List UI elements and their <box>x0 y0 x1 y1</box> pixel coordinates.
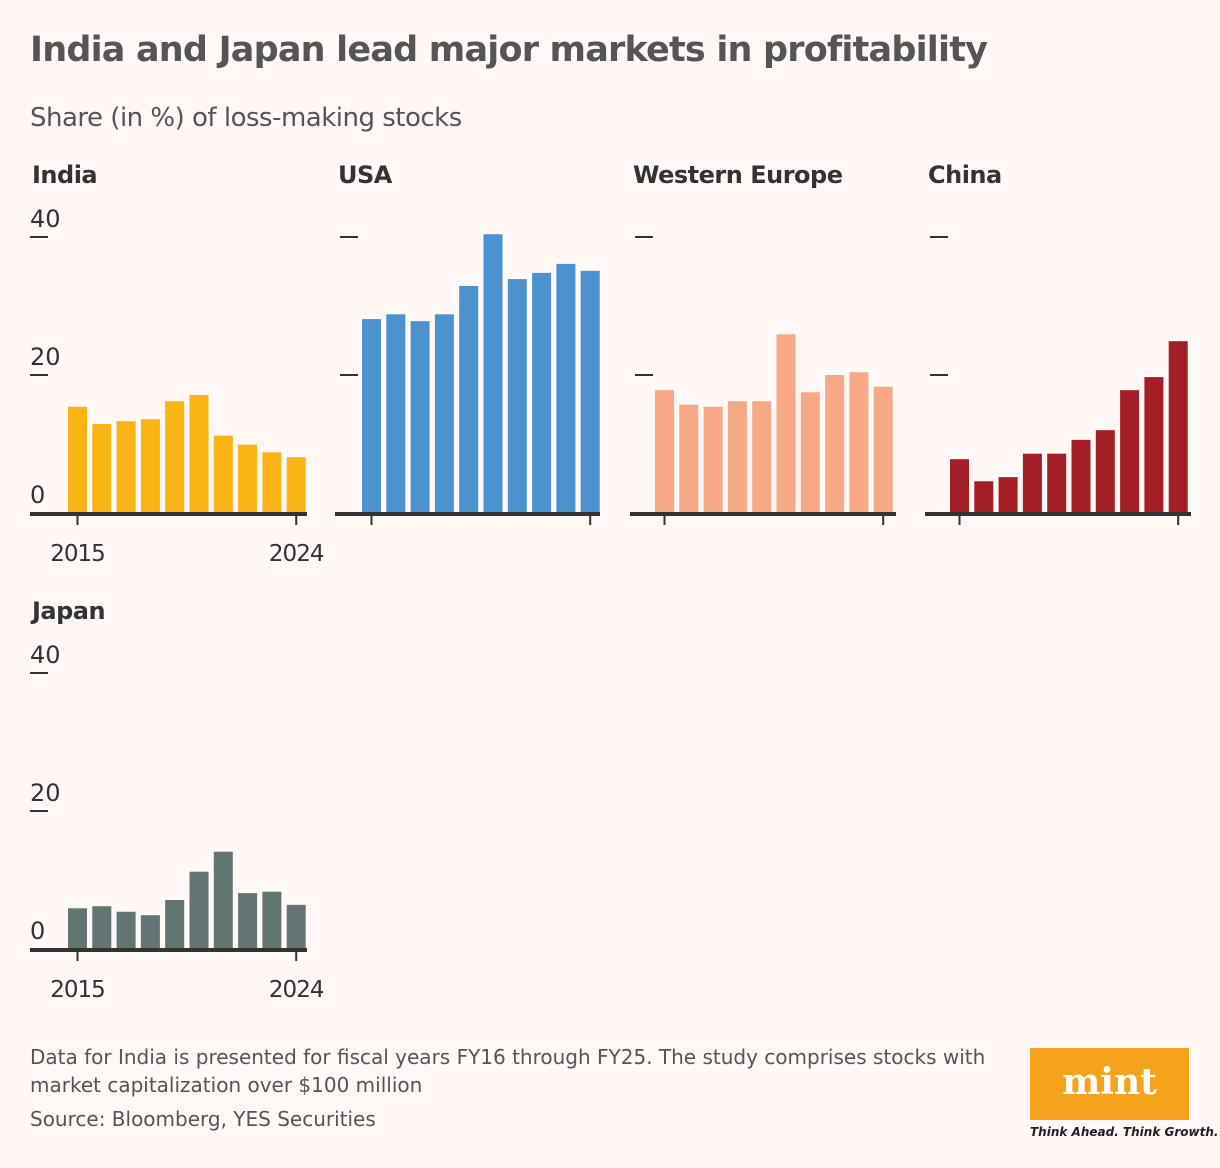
india-ytick-label: 0 <box>30 481 45 509</box>
india-bar-2019 <box>165 401 185 513</box>
japan-bar-2015 <box>68 908 87 949</box>
western-europe-bar-2022 <box>825 375 845 513</box>
western-europe-bar-2020 <box>776 334 796 513</box>
japan-bar-2023 <box>262 891 282 949</box>
japan-bar-2018 <box>140 915 160 949</box>
usa-bar-2022 <box>532 272 552 513</box>
china-bar-2023 <box>1144 377 1164 513</box>
india-bar-2024 <box>286 457 306 513</box>
usa-bar-2017 <box>410 321 430 513</box>
western-europe-bar-2016 <box>679 404 699 513</box>
japan-xtick-label: 2015 <box>50 977 105 1003</box>
india-bar-2020 <box>189 395 209 513</box>
logo-tagline: Think Ahead. Think Growth. <box>1030 1125 1219 1139</box>
usa-bar-2020 <box>483 234 503 514</box>
japan-xtick-label: 2024 <box>269 977 324 1003</box>
usa-bar-2023 <box>556 263 576 513</box>
japan-bar-2024 <box>286 904 306 949</box>
china-bar-2022 <box>1120 390 1140 513</box>
india-bar-2023 <box>262 452 282 513</box>
western-europe-bar-2017 <box>703 406 723 513</box>
india-xtick-label: 2015 <box>50 541 105 567</box>
india-bar-2018 <box>140 419 160 513</box>
india-ytick-label: 40 <box>30 205 61 233</box>
usa-bar-2015 <box>362 319 381 513</box>
china-bar-2016 <box>974 481 994 513</box>
japan-bar-2019 <box>165 900 185 949</box>
india-bar-2017 <box>116 421 136 513</box>
usa-bar-2021 <box>507 279 527 513</box>
western-europe-bar-2019 <box>752 401 772 513</box>
chart-title: India and Japan lead major markets in pr… <box>30 30 988 70</box>
usa-bar-2018 <box>434 314 454 513</box>
panel-title-china: China <box>928 161 1002 189</box>
india-xtick-label: 2024 <box>269 541 324 567</box>
usa-bar-2019 <box>459 285 479 513</box>
china-bar-2021 <box>1095 430 1115 513</box>
india-bar-2015 <box>68 406 87 513</box>
panel-title-japan: Japan <box>32 597 106 625</box>
china-bar-2019 <box>1047 453 1067 513</box>
western-europe-bar-2015 <box>655 390 674 513</box>
china-bar-2024 <box>1168 341 1188 513</box>
china-bar-2018 <box>1022 453 1042 513</box>
western-europe-bar-2018 <box>727 401 747 513</box>
source: Source: Bloomberg, YES Securities <box>30 1107 376 1131</box>
usa-bar-2024 <box>580 270 600 513</box>
western-europe-bar-2023 <box>849 372 869 513</box>
japan-bar-2022 <box>238 893 258 949</box>
japan-bar-2017 <box>116 911 136 949</box>
japan-bar-2016 <box>92 906 112 949</box>
panel-title-usa: USA <box>338 161 392 189</box>
japan-bar-2021 <box>213 851 233 949</box>
chart-subtitle: Share (in %) of loss-making stocks <box>30 103 462 133</box>
india-bar-2022 <box>238 444 258 513</box>
japan-ytick-label: 20 <box>30 779 61 807</box>
china-bar-2020 <box>1071 439 1091 513</box>
japan-bar-2020 <box>189 871 209 949</box>
western-europe-bar-2021 <box>800 392 820 513</box>
japan-ytick-label: 0 <box>30 917 45 945</box>
panel-title-western-europe: Western Europe <box>633 161 843 189</box>
india-ytick-label: 20 <box>30 343 61 371</box>
footnote: Data for India is presented for fiscal y… <box>30 1045 986 1097</box>
usa-bar-2016 <box>386 314 406 513</box>
china-bar-2015 <box>950 459 969 513</box>
mint-logo: mint <box>1030 1048 1189 1120</box>
india-bar-2021 <box>213 435 233 513</box>
western-europe-bar-2024 <box>873 386 893 513</box>
japan-ytick-label: 40 <box>30 641 61 669</box>
panel-title-india: India <box>32 161 98 189</box>
india-bar-2016 <box>92 423 112 513</box>
china-bar-2017 <box>998 477 1018 513</box>
